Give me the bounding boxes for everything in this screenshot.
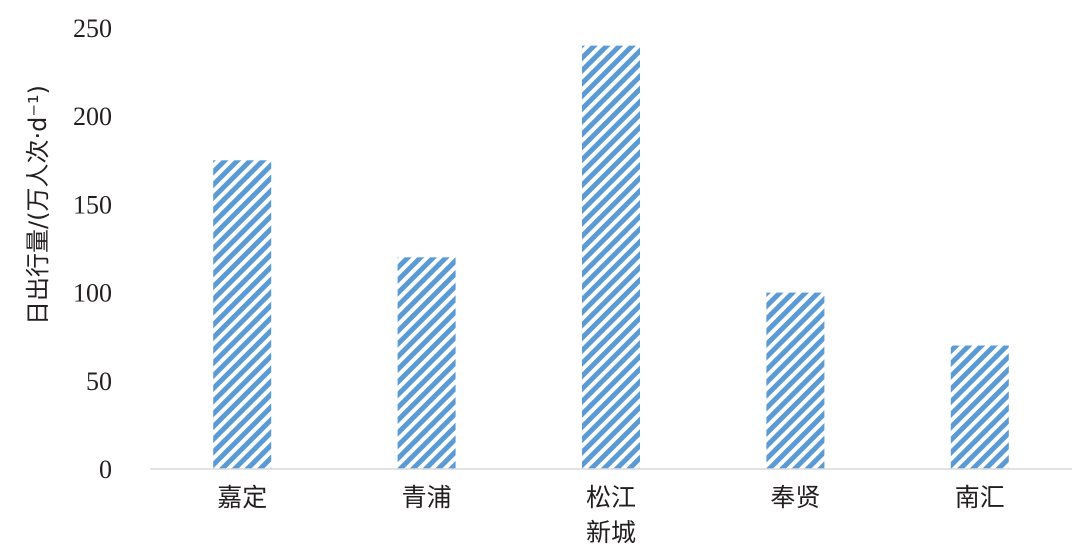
y-axis-title: 日出行量/(万人次·d⁻¹) bbox=[24, 85, 52, 325]
y-tick-label: 100 bbox=[73, 279, 112, 308]
bar bbox=[213, 160, 272, 470]
y-tick-label: 150 bbox=[73, 190, 112, 219]
y-tick-label: 250 bbox=[73, 14, 112, 43]
y-tick-label: 50 bbox=[86, 367, 112, 396]
x-axis-labels: 嘉定 青浦 松江新城 奉贤 南汇 bbox=[217, 483, 1005, 547]
bar bbox=[950, 345, 1009, 469]
x-tick-label: 奉贤 bbox=[770, 483, 820, 512]
bar bbox=[397, 257, 456, 469]
bars bbox=[213, 45, 1009, 470]
x-tick-label: 青浦 bbox=[402, 483, 452, 512]
x-tick-label: 南汇 bbox=[955, 483, 1005, 512]
bar bbox=[582, 45, 640, 469]
bar bbox=[766, 292, 825, 469]
y-tick-label: 0 bbox=[99, 455, 112, 484]
y-tick-label: 200 bbox=[73, 102, 112, 131]
x-tick-label: 松江新城 bbox=[586, 483, 636, 547]
y-axis: 0 50 100 150 200 250 bbox=[73, 14, 112, 484]
x-tick-label: 嘉定 bbox=[217, 483, 267, 512]
